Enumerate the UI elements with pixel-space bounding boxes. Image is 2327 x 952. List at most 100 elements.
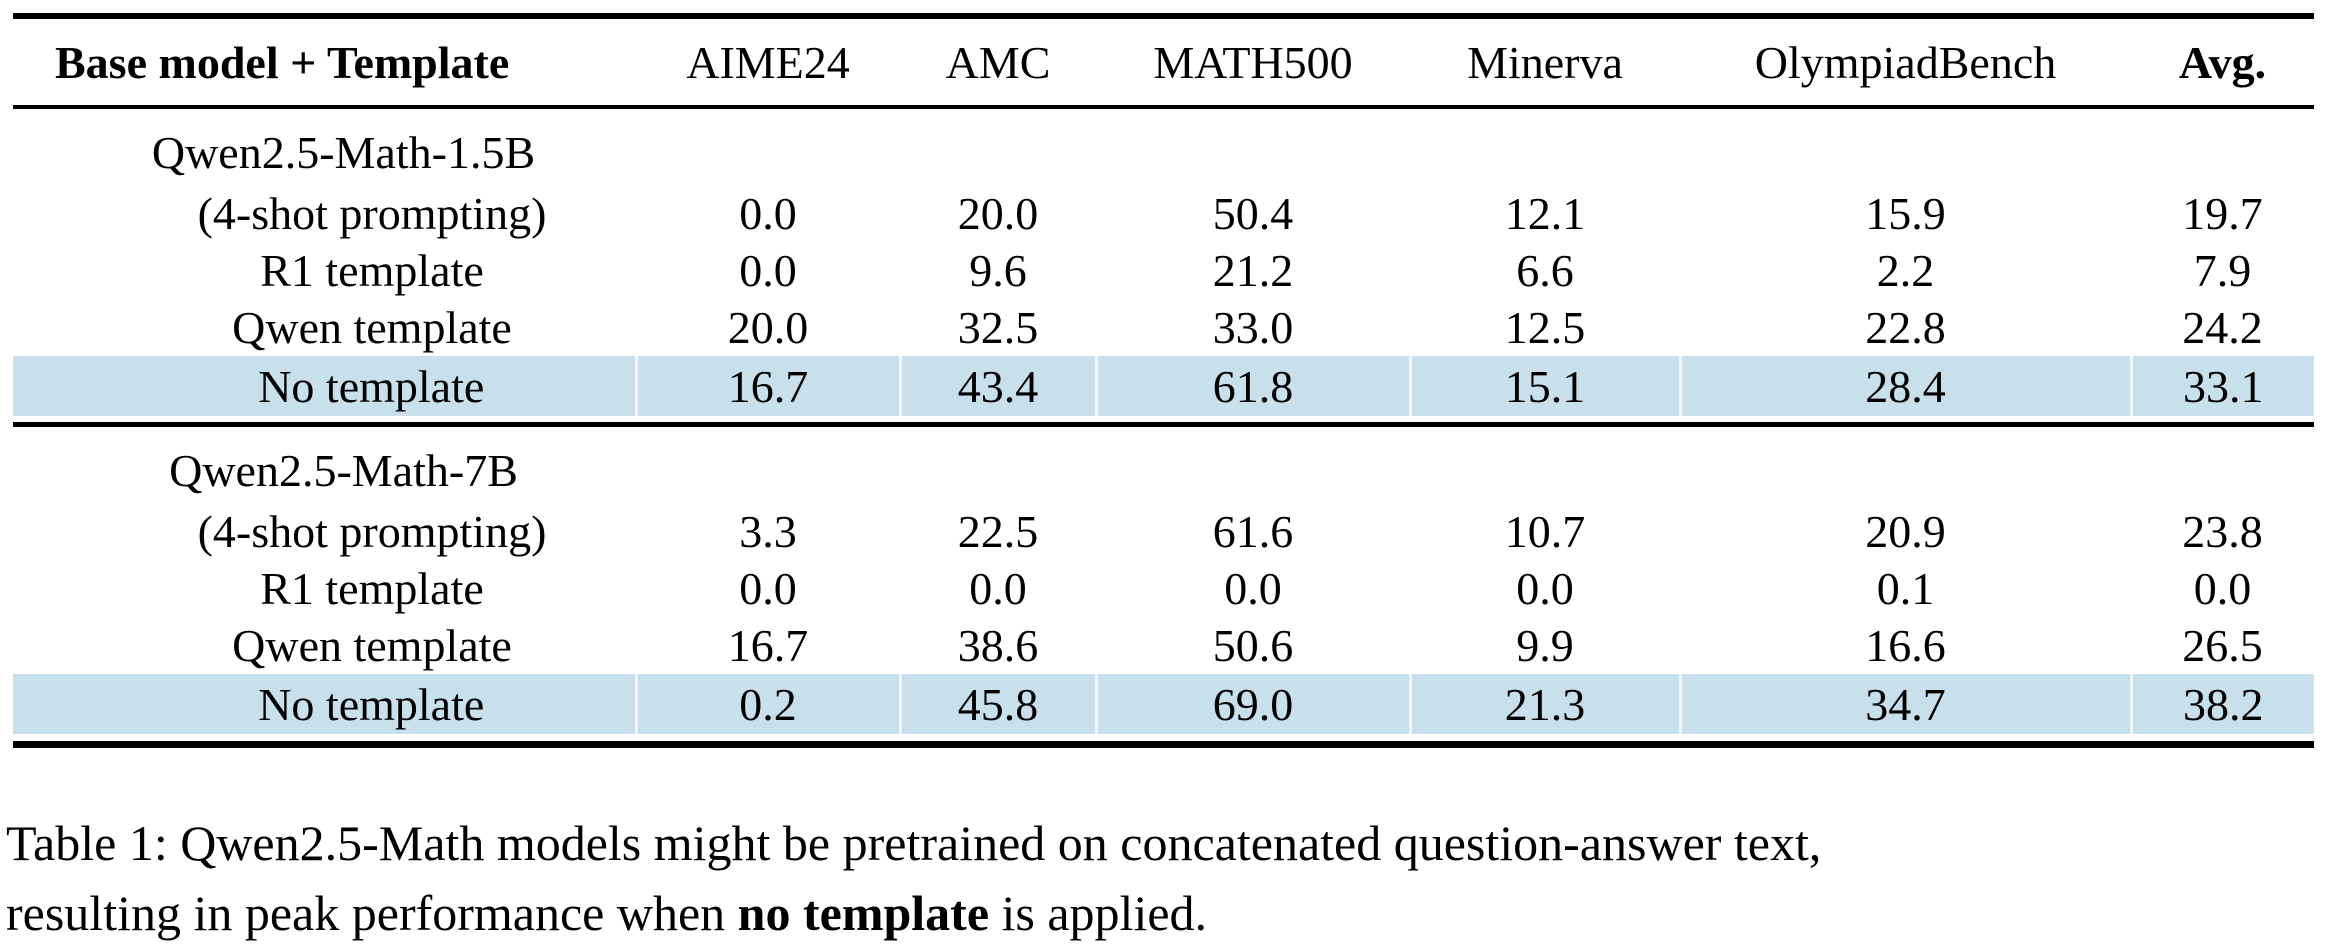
cell-value: 12.5: [1504, 302, 1586, 353]
table-row: Qwen template 16.7 38.6 50.6 9.9 16.6 26…: [13, 617, 2314, 674]
cell-value: 20.0: [957, 188, 1039, 239]
table-row-highlighted: No template 16.7 43.4 61.8 15.1 28.4 33.…: [13, 356, 2314, 416]
results-table: Base model + Template AIME24 AMC MATH500…: [13, 13, 2314, 748]
cell-empty: [1680, 425, 2131, 504]
cell-value: 15.9: [1865, 188, 1946, 239]
col-header-avg: Avg.: [2131, 13, 2314, 109]
cell-value: 16.7: [634, 356, 900, 416]
cell-value: 7.9: [2193, 245, 2252, 296]
cell-empty: [636, 425, 900, 504]
cell-value: 22.5: [957, 506, 1039, 557]
cell-value: 15.1: [1408, 356, 1680, 416]
table-row: R1 template 0.0 9.6 21.2 6.6 2.2 7.9: [13, 242, 2314, 299]
row-label: Qwen template: [232, 620, 512, 671]
cell-value: 9.6: [969, 245, 1027, 296]
group-row-qwen2-5-math-7b: Qwen2.5-Math-7B: [13, 425, 2314, 504]
row-label: Qwen template: [232, 302, 512, 353]
cell-value: 21.3: [1408, 674, 1680, 734]
caption-line-1: Table 1: Qwen2.5-Math models might be pr…: [6, 815, 1822, 871]
cell-empty: [2131, 425, 2314, 504]
cell-value: 0.0: [739, 245, 797, 296]
cell-empty: [2131, 107, 2314, 185]
caption-line-2-start: resulting in peak performance when: [6, 885, 738, 941]
row-label: R1 template: [260, 245, 484, 296]
cell-value: 43.4: [898, 356, 1096, 416]
cell-value: 0.0: [1516, 563, 1574, 614]
cell-value: 16.6: [1865, 620, 1946, 671]
cell-empty: [900, 425, 1096, 504]
group-label: Qwen2.5-Math-7B: [169, 445, 518, 496]
cell-value: 10.7: [1504, 506, 1586, 557]
table-row: (4-shot prompting) 0.0 20.0 50.4 12.1 15…: [13, 185, 2314, 242]
row-label: No template: [13, 356, 636, 416]
group-label: Qwen2.5-Math-1.5B: [151, 127, 536, 178]
cell-value: 69.0: [1094, 674, 1410, 734]
cell-value: 2.2: [1876, 245, 1935, 296]
mid-rule-line: [13, 416, 2314, 427]
col-header-olympiadbench: OlympiadBench: [1680, 13, 2131, 109]
cell-value: 0.0: [2193, 563, 2252, 614]
cell-value: 16.7: [727, 620, 809, 671]
cell-value: 28.4: [1678, 356, 2131, 416]
cell-value: 34.7: [1678, 674, 2131, 734]
cell-value: 50.4: [1212, 188, 1294, 239]
cell-empty: [1096, 425, 1410, 504]
col-header-amc: AMC: [900, 13, 1096, 109]
caption-line-2-end: is applied.: [989, 885, 1208, 941]
table-row: Qwen template 20.0 32.5 33.0 12.5 22.8 2…: [13, 299, 2314, 356]
cell-value: 22.8: [1865, 302, 1946, 353]
cell-value: 12.1: [1504, 188, 1586, 239]
cell-value: 26.5: [2182, 620, 2263, 671]
cell-value: 0.0: [739, 563, 797, 614]
cell-value: 38.2: [2129, 674, 2314, 734]
cell-empty: [1410, 107, 1680, 185]
table-caption: Table 1: Qwen2.5-Math models might be pr…: [6, 808, 2324, 948]
table-header-row: Base model + Template AIME24 AMC MATH500…: [13, 13, 2314, 109]
bottom-rule: [13, 734, 2314, 748]
table-row: R1 template 0.0 0.0 0.0 0.0 0.1 0.0: [13, 560, 2314, 617]
cell-value: 24.2: [2182, 302, 2263, 353]
cell-value: 0.0: [969, 563, 1027, 614]
cell-value: 3.3: [739, 506, 797, 557]
cell-value: 19.7: [2182, 188, 2263, 239]
group-row-qwen2-5-math-1-5b: Qwen2.5-Math-1.5B: [13, 107, 2314, 185]
cell-value: 20.9: [1865, 506, 1946, 557]
cell-empty: [1680, 107, 2131, 185]
cell-empty: [1410, 425, 1680, 504]
col-header-base-model-template: Base model + Template: [13, 13, 636, 109]
col-header-math500: MATH500: [1096, 13, 1410, 109]
bottom-rule-line: [13, 734, 2314, 748]
row-label: (4-shot prompting): [197, 506, 547, 557]
col-header-minerva: Minerva: [1410, 13, 1680, 109]
cell-value: 23.8: [2182, 506, 2263, 557]
cell-value: 20.0: [727, 302, 809, 353]
cell-value: 0.1: [1876, 563, 1935, 614]
cell-value: 45.8: [898, 674, 1096, 734]
table-row: (4-shot prompting) 3.3 22.5 61.6 10.7 20…: [13, 503, 2314, 560]
cell-value: 6.6: [1516, 245, 1574, 296]
cell-value: 21.2: [1212, 245, 1294, 296]
cell-empty: [636, 107, 900, 185]
row-label: (4-shot prompting): [197, 188, 547, 239]
cell-empty: [1096, 107, 1410, 185]
cell-value: 38.6: [957, 620, 1039, 671]
caption-line-2: resulting in peak performance when no te…: [6, 878, 2324, 948]
cell-value: 33.1: [2129, 356, 2314, 416]
table-row-highlighted: No template 0.2 45.8 69.0 21.3 34.7 38.2: [13, 674, 2314, 734]
col-header-aime24: AIME24: [636, 13, 900, 109]
cell-value: 61.8: [1094, 356, 1410, 416]
cell-value: 32.5: [957, 302, 1039, 353]
caption-no-template-emphasis: no template: [737, 885, 990, 941]
cell-value: 50.6: [1212, 620, 1294, 671]
row-label: No template: [13, 674, 636, 734]
cell-value: 33.0: [1212, 302, 1294, 353]
mid-rule: [13, 416, 2314, 427]
cell-empty: [900, 107, 1096, 185]
cell-value: 0.0: [739, 188, 797, 239]
cell-value: 9.9: [1516, 620, 1574, 671]
row-label: R1 template: [260, 563, 484, 614]
cell-value: 0.2: [634, 674, 900, 734]
cell-value: 61.6: [1212, 506, 1294, 557]
cell-value: 0.0: [1224, 563, 1282, 614]
